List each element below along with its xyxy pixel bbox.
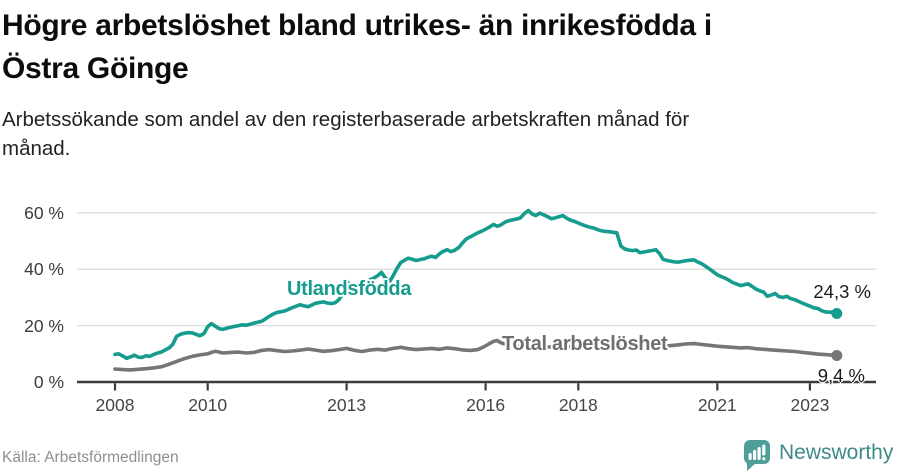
x-tick-label: 2018 — [558, 395, 598, 415]
x-tick-label: 2010 — [188, 395, 228, 415]
newsworthy-speech-bubble-chart-icon — [744, 440, 770, 471]
x-tick-label: 2021 — [697, 395, 737, 415]
chart-subtitle: Arbetssökande som andel av den registerb… — [2, 108, 690, 160]
y-tick-label: 20 % — [24, 315, 64, 336]
chart-title: Högre arbetslöshet bland utrikes- än inr… — [2, 9, 712, 85]
y-tick-label: 0 % — [33, 372, 64, 392]
end-value-total-arbetsloshet: 9,4 % — [817, 365, 865, 386]
source-note: Källa: Arbetsförmedlingen — [2, 449, 179, 466]
newsworthy-logo[interactable]: Newsworthy — [744, 440, 893, 471]
x-tick-label: 2023 — [790, 395, 830, 415]
x-tick-label: 2016 — [466, 395, 506, 415]
y-tick-label: 40 % — [24, 259, 64, 280]
y-tick-label: 60 % — [24, 202, 64, 223]
series-label-utlandsfodda: Utlandsfödda — [287, 278, 412, 300]
series-label-total-arbetsloshet: Total arbetslöshet — [502, 333, 668, 355]
x-tick-label: 2008 — [95, 395, 135, 415]
end-value-utlandsfodda: 24,3 % — [813, 281, 871, 302]
newsworthy-wordmark: Newsworthy — [779, 441, 894, 464]
x-tick-label: 2013 — [327, 395, 367, 415]
